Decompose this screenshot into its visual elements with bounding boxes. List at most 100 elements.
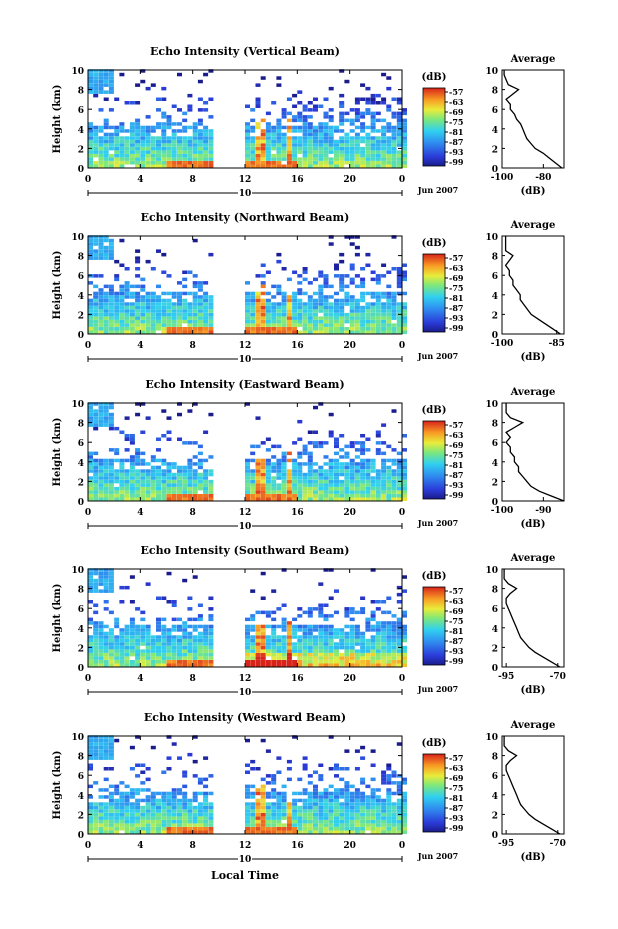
heatmap-cell [88, 494, 93, 498]
average-y-tick-label: 0 [492, 331, 498, 341]
heatmap-cell [286, 656, 292, 660]
heatmap-cell [297, 451, 303, 456]
heatmap-cell [396, 600, 402, 604]
heatmap-cell [302, 635, 308, 639]
heatmap-cell [135, 150, 141, 154]
heatmap-cell [370, 795, 376, 799]
average-x-tick-label: -100 [491, 173, 514, 183]
heatmap-cell [386, 76, 392, 80]
heatmap-cell [124, 645, 130, 650]
heatmap-cell [119, 316, 125, 320]
heatmap-cell [161, 291, 167, 296]
average-x-tick-label: -95 [498, 672, 514, 682]
heatmap-cell [318, 645, 324, 650]
heatmap-cell [276, 756, 282, 760]
heatmap-cell [145, 830, 151, 834]
heatmap-cell [103, 419, 109, 424]
colorbar-tick-label: -75 [449, 783, 463, 793]
heatmap-cell [161, 153, 167, 158]
heatmap-cell [292, 469, 298, 473]
heatmap-cell [396, 660, 402, 664]
heatmap-cell [370, 111, 376, 116]
heatmap-cell [302, 305, 308, 310]
heatmap-cell [166, 791, 172, 796]
heatmap-cell [323, 153, 329, 158]
heatmap-cell [349, 497, 355, 501]
heatmap-cell [208, 624, 214, 629]
heatmap-cell [245, 330, 250, 334]
heatmap-cell [271, 497, 277, 501]
heatmap-cell [182, 494, 188, 498]
heatmap-cell [197, 327, 203, 331]
heatmap-cell [265, 143, 271, 147]
heatmap-cell [166, 139, 172, 144]
heatmap-cell [135, 823, 141, 827]
heatmap-cell [313, 663, 318, 667]
heatmap-cell [250, 652, 256, 657]
heatmap-cell [271, 323, 277, 327]
heatmap-cell [103, 663, 109, 667]
heatmap-cell [187, 497, 193, 501]
heatmap-cell [292, 823, 298, 827]
heatmap-cell [135, 812, 141, 817]
heatmap-cell [386, 298, 392, 303]
heatmap-cell [161, 111, 167, 116]
heatmap-cell [349, 305, 355, 310]
heatmap-cell [265, 805, 271, 810]
heatmap-cell [108, 139, 114, 144]
heatmap-cell [349, 298, 355, 303]
heatmap-cell [171, 122, 177, 126]
heatmap-cell [192, 319, 198, 324]
heatmap-cell [88, 252, 93, 257]
heatmap-cell [114, 129, 120, 133]
heatmap-cell [182, 486, 188, 491]
heatmap-cell [323, 642, 329, 646]
heatmap-cell [166, 430, 172, 434]
heatmap-cell [103, 830, 109, 834]
heatmap-cell [402, 777, 407, 782]
colorbar-tick-label: -81 [449, 626, 463, 636]
heatmap-cell [292, 295, 298, 299]
heatmap-cell [93, 568, 99, 572]
heatmap-cell [307, 802, 313, 806]
heatmap-cell [307, 479, 313, 484]
heatmap-cell [208, 164, 214, 168]
heatmap-cell [396, 316, 402, 320]
heatmap-cell [108, 412, 114, 417]
heatmap-cell [297, 827, 303, 831]
heatmap-cell [255, 494, 261, 498]
heatmap-cell [103, 235, 109, 239]
heatmap-cell [108, 749, 114, 753]
heatmap-cell [292, 136, 298, 140]
heatmap-cell [103, 256, 109, 260]
heatmap-cell [344, 610, 350, 615]
heatmap-cell [396, 327, 402, 331]
heatmap-cell [103, 638, 109, 643]
heatmap-cell [197, 462, 203, 466]
heatmap-cell [119, 139, 125, 144]
heatmap-cell [313, 291, 318, 296]
heatmap-cell [88, 72, 93, 77]
y-tick-label: 6 [78, 772, 84, 782]
heatmap-cell [402, 465, 407, 470]
heatmap-cell [197, 295, 203, 299]
heatmap-cell [402, 649, 407, 653]
heatmap-cell [203, 656, 209, 660]
heatmap-cell [396, 309, 402, 313]
heatmap-cell [156, 472, 161, 477]
heatmap-cell [354, 638, 360, 643]
heatmap-cell [166, 125, 172, 130]
heatmap-cell [260, 309, 266, 313]
heatmap-cell [93, 816, 99, 820]
heatmap-cell [276, 129, 282, 133]
heatmap-cell [177, 323, 182, 327]
heatmap-cell [182, 316, 188, 320]
heatmap-cell [88, 86, 93, 91]
heatmap-cell [323, 132, 329, 137]
heatmap-cell [245, 462, 250, 466]
heatmap-cell [360, 645, 366, 650]
heatmap-cell [98, 305, 104, 310]
heatmap-cell [339, 469, 345, 473]
heatmap-cell [145, 819, 151, 824]
heatmap-cell [129, 305, 135, 310]
